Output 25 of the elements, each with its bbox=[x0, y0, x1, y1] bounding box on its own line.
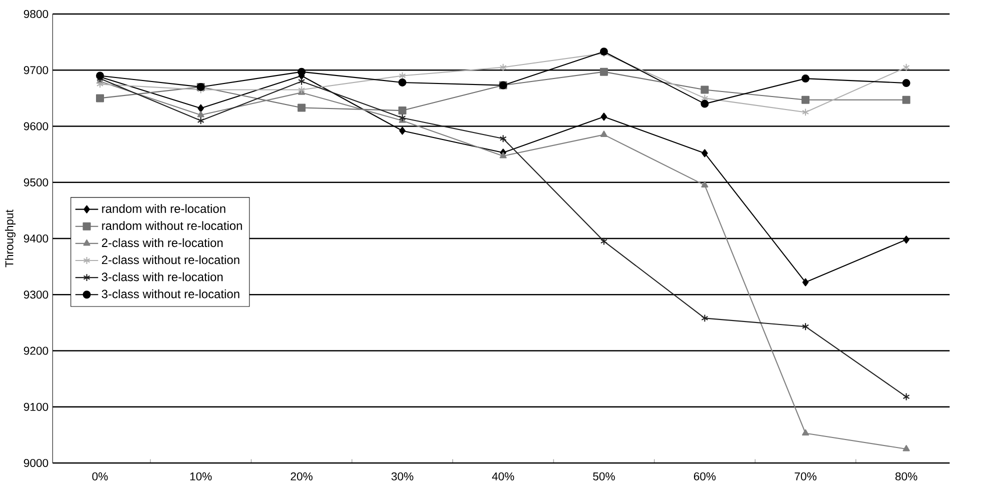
y-axis-title: Throughput bbox=[4, 210, 16, 268]
x-tick-label: 0% bbox=[92, 472, 108, 480]
x-tick-label: 50% bbox=[593, 472, 615, 480]
x-tick-label: 20% bbox=[290, 472, 313, 480]
x-tick-label: 80% bbox=[895, 472, 918, 480]
y-tick-label: 9700 bbox=[24, 66, 48, 74]
x-tick-label: 10% bbox=[190, 472, 212, 480]
x-tick-label: 70% bbox=[794, 472, 816, 480]
legend-label: random without re-location bbox=[102, 221, 242, 230]
y-tick-label: 9100 bbox=[24, 402, 48, 411]
x-tick-label: 40% bbox=[492, 472, 514, 480]
legend-label: 3-class with re-location bbox=[102, 272, 223, 282]
x-tick-label: 60% bbox=[694, 472, 716, 480]
y-tick-label: 9400 bbox=[24, 234, 48, 243]
y-tick-label: 9500 bbox=[24, 178, 48, 186]
x-tick-label: 30% bbox=[391, 472, 414, 480]
legend-label: 3-class without re-location bbox=[102, 289, 240, 298]
y-tick-label: 9600 bbox=[24, 122, 48, 130]
y-tick-label: 9200 bbox=[24, 346, 48, 355]
legend-label: random with re-location bbox=[102, 204, 226, 213]
y-tick-label: 9300 bbox=[24, 290, 48, 299]
legend-label: 2-class with re-location bbox=[102, 238, 223, 248]
y-tick-label: 9000 bbox=[24, 458, 48, 468]
y-tick-label: 9800 bbox=[24, 10, 48, 18]
legend-label: 2-class without re-location bbox=[102, 255, 240, 264]
